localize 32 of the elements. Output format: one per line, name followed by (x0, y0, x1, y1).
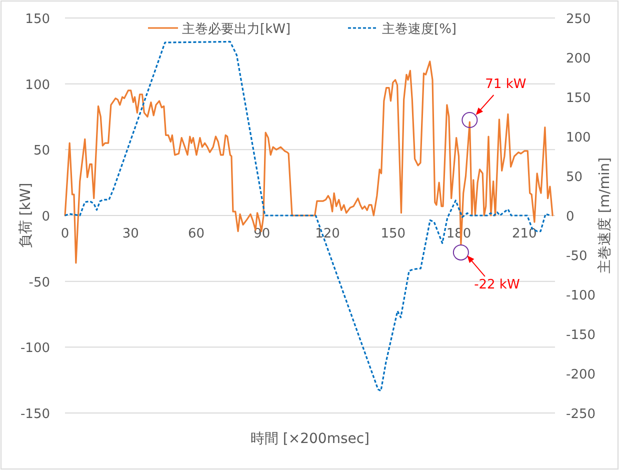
y-tick-label: 50 (33, 144, 50, 159)
x-tick-label: 60 (188, 226, 205, 242)
y2-tick-label: -50 (566, 249, 588, 264)
x-tick-label: 150 (380, 226, 406, 242)
y2-tick-label: 200 (566, 52, 591, 66)
y2-tick-label: 250 (566, 12, 591, 27)
y2-axis-title: 主巻速度 [m/min] (597, 157, 613, 274)
annotation: -22 kW (474, 277, 520, 292)
y-axis-title: 負荷 [kW] (18, 182, 34, 248)
x-tick-label: 30 (122, 226, 139, 242)
annotation: 71 kW (485, 77, 526, 92)
y-tick-label: -50 (28, 275, 50, 290)
y-tick-label: -100 (20, 341, 50, 356)
x-tick-label: 0 (60, 226, 70, 242)
legend-label: 主巻速度[%] (382, 21, 456, 37)
y2-tick-label: -150 (566, 328, 596, 343)
y-tick-label: -150 (20, 407, 50, 422)
legend-label: 主巻必要出力[kW] (182, 21, 291, 37)
y-tick-label: 0 (42, 210, 50, 224)
x-tick-label: 90 (254, 226, 270, 242)
x-tick-label: 120 (315, 226, 340, 242)
y-tick-label: 150 (25, 12, 50, 27)
y2-tick-label: -100 (566, 288, 596, 304)
y2-tick-label: 50 (566, 170, 583, 185)
x-tick-label: 210 (512, 226, 537, 242)
y2-tick-label: 0 (566, 210, 574, 224)
x-axis-title: 時間 [×200msec] (250, 431, 370, 447)
y2-tick-label: 100 (566, 130, 591, 146)
y-tick-label: 100 (25, 78, 50, 93)
y2-tick-label: -200 (566, 368, 596, 382)
y2-tick-label: -250 (566, 407, 596, 422)
y2-tick-label: 150 (566, 91, 591, 106)
